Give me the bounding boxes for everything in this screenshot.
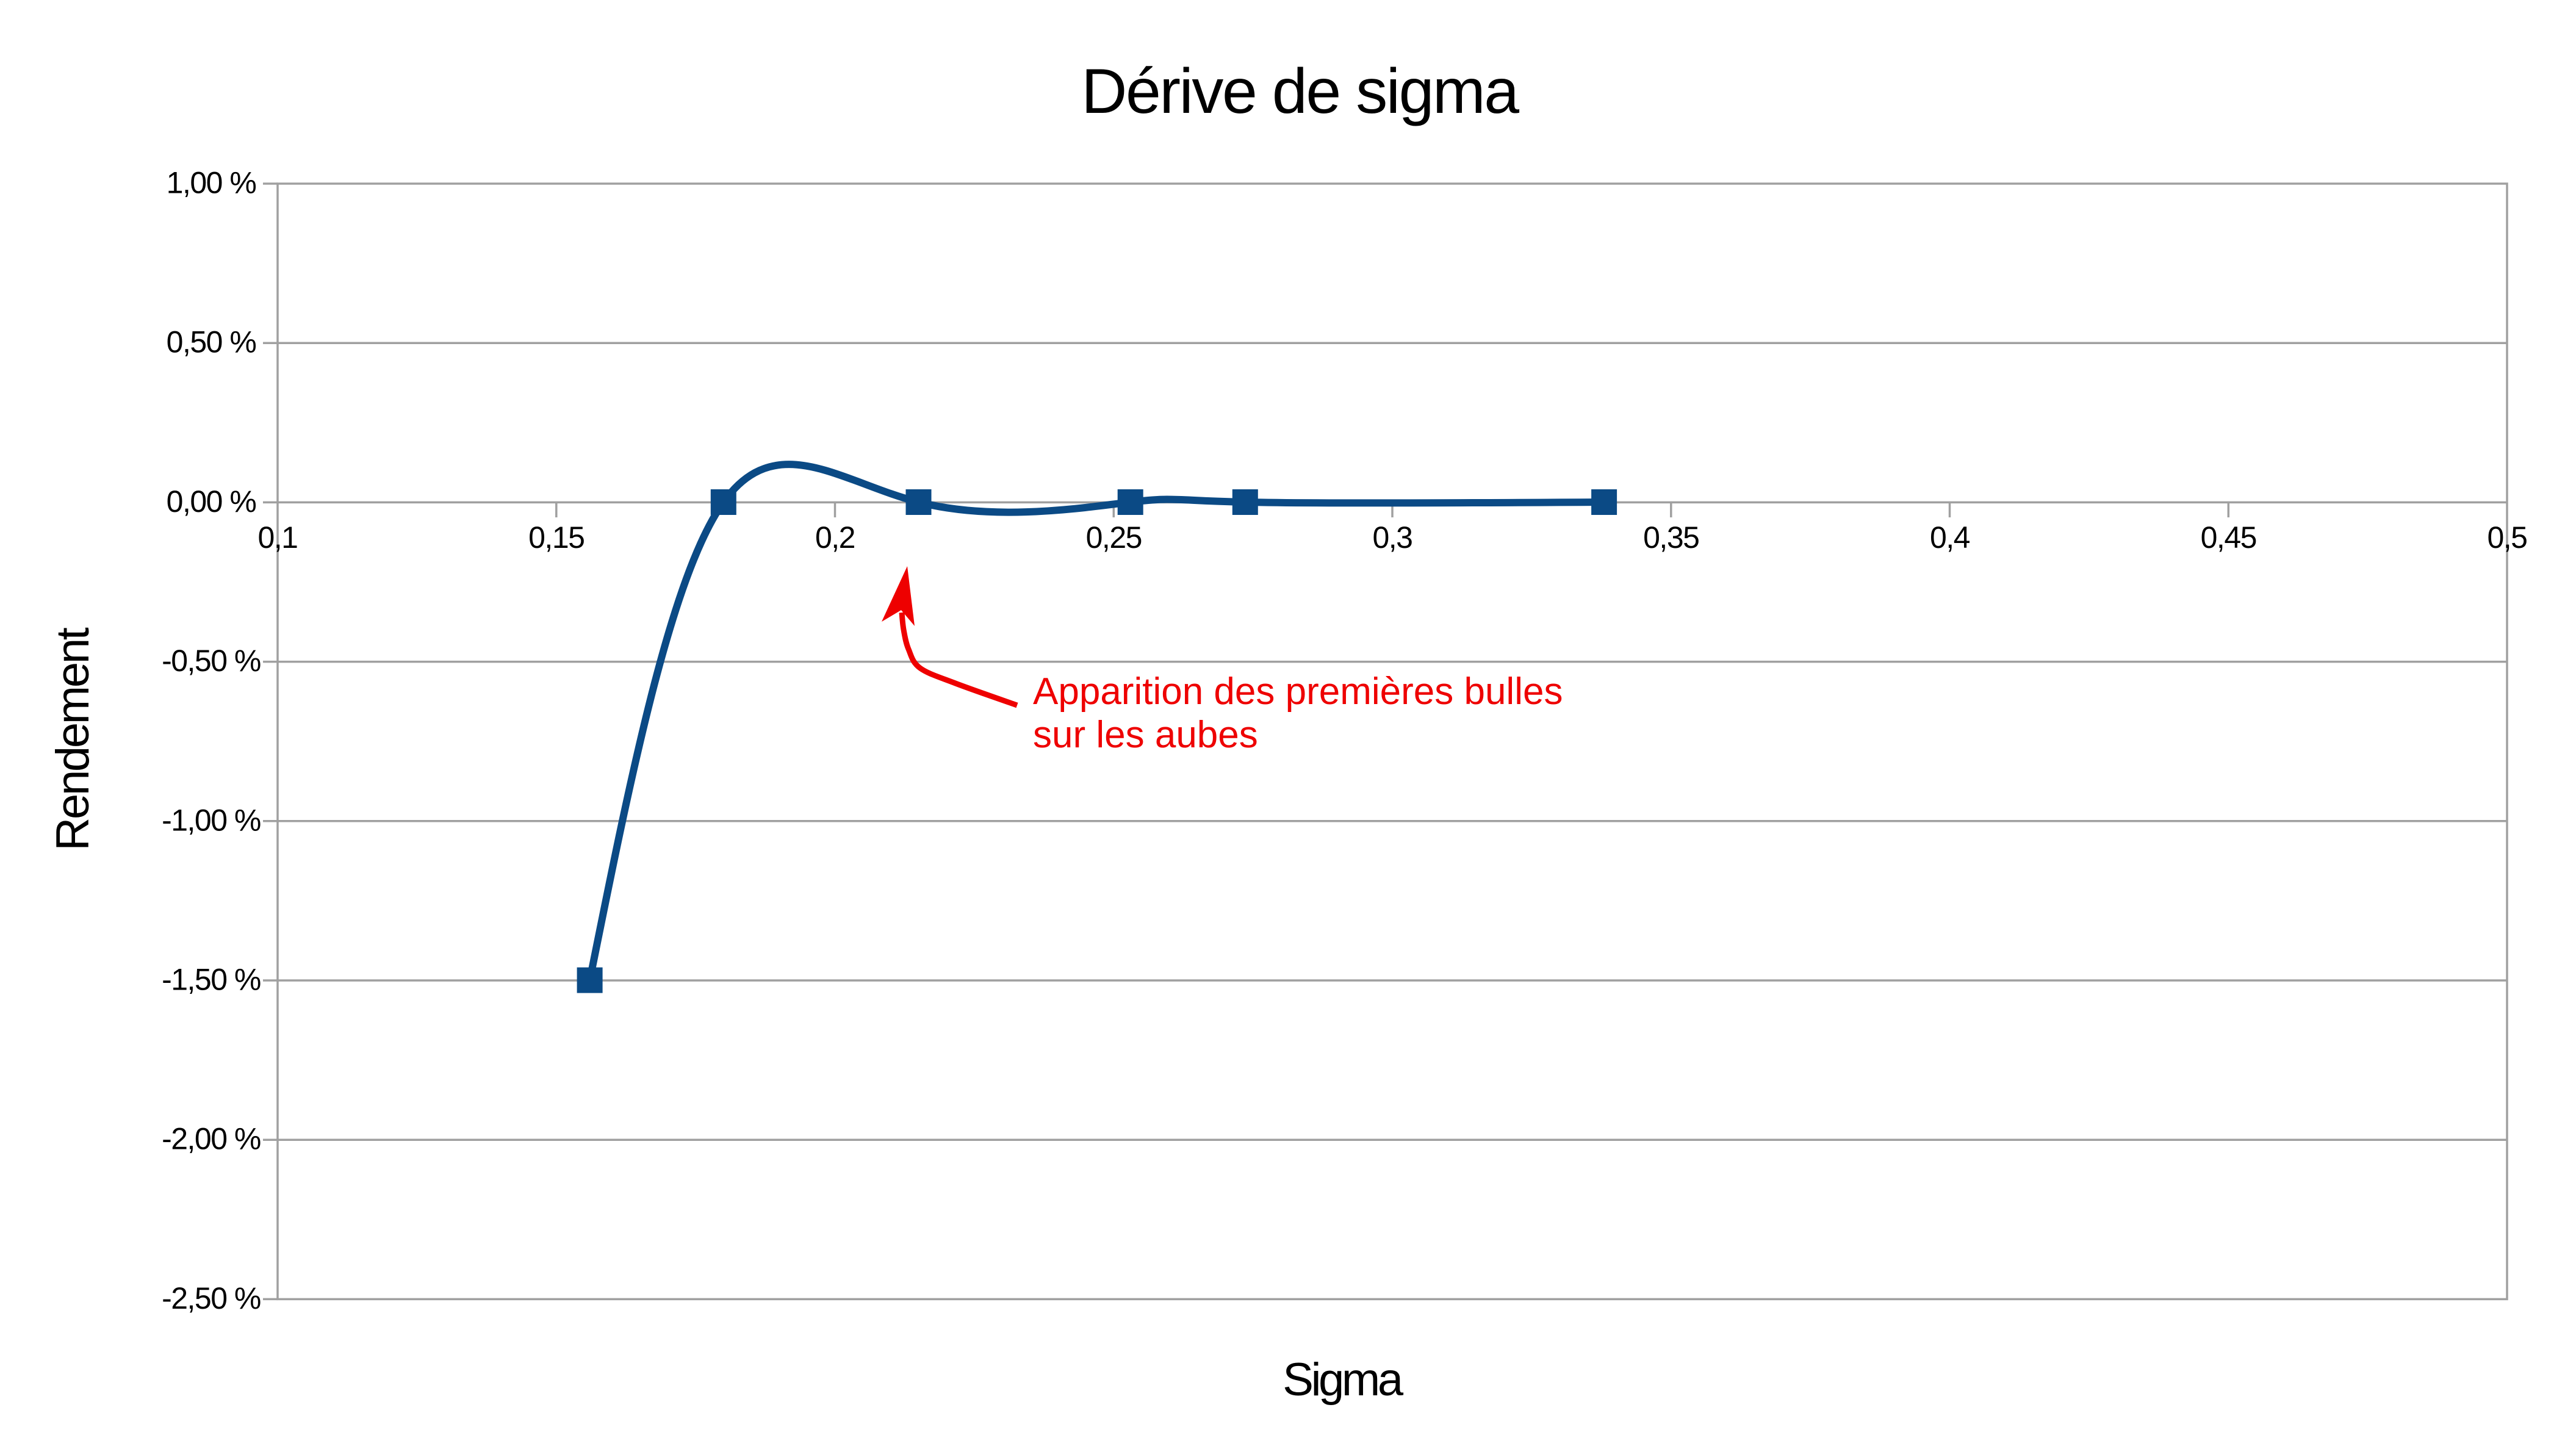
svg-text:-1,00 %: -1,00 % xyxy=(162,803,261,837)
svg-text:Rendement: Rendement xyxy=(47,627,99,850)
svg-text:0,1: 0,1 xyxy=(257,520,297,555)
svg-text:0,45: 0,45 xyxy=(2201,520,2256,555)
svg-text:0,50 %: 0,50 % xyxy=(167,325,256,359)
svg-text:-0,50 %: -0,50 % xyxy=(162,644,261,678)
svg-text:-2,50 %: -2,50 % xyxy=(162,1281,261,1315)
svg-text:0,15: 0,15 xyxy=(528,520,584,555)
svg-text:Apparition des premières bulle: Apparition des premières bulles xyxy=(1033,671,1563,713)
svg-text:0,5: 0,5 xyxy=(2487,520,2527,555)
svg-text:0,4: 0,4 xyxy=(1930,520,1970,555)
svg-text:0,00 %: 0,00 % xyxy=(167,484,256,519)
svg-text:0,25: 0,25 xyxy=(1086,520,1142,555)
svg-text:Sigma: Sigma xyxy=(1283,1354,1404,1406)
svg-text:1,00 %: 1,00 % xyxy=(167,166,256,200)
svg-text:0,2: 0,2 xyxy=(815,520,855,555)
svg-text:-2,00 %: -2,00 % xyxy=(162,1122,261,1156)
svg-text:Dérive de sigma: Dérive de sigma xyxy=(1081,56,1519,127)
svg-text:sur les aubes: sur les aubes xyxy=(1033,714,1258,756)
svg-text:0,3: 0,3 xyxy=(1372,520,1412,555)
svg-text:0,35: 0,35 xyxy=(1643,520,1699,555)
svg-text:-1,50 %: -1,50 % xyxy=(162,963,261,997)
